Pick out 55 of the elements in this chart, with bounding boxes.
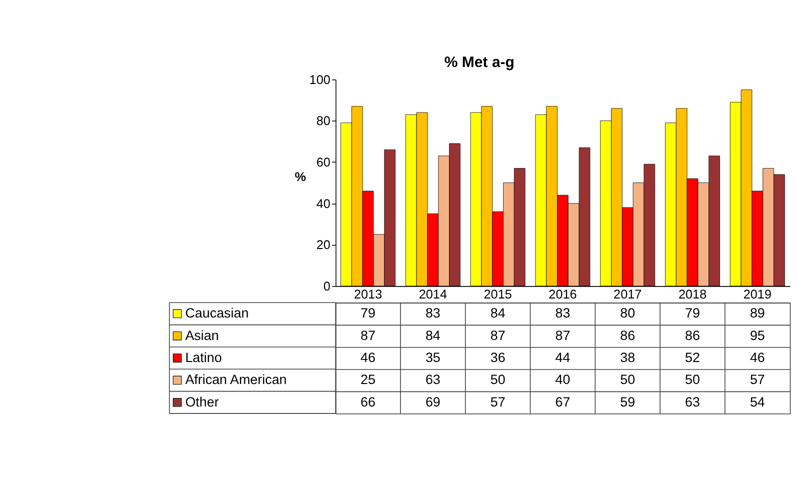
data-label: 84 [425, 328, 441, 343]
data-label: 86 [685, 328, 700, 343]
data-label: 46 [750, 350, 765, 366]
data-label: 79 [360, 306, 376, 321]
data-label: 44 [555, 350, 571, 366]
x-tick-label: 2014 [418, 287, 448, 302]
data-label: 57 [490, 394, 506, 410]
chart-title: % Met a-g [444, 54, 514, 71]
data-label: 59 [620, 394, 636, 410]
data-label: 67 [555, 394, 570, 410]
data-label: 87 [490, 328, 506, 343]
data-label: 86 [620, 328, 636, 343]
data-label: 89 [750, 306, 765, 321]
data-label: 36 [490, 350, 506, 366]
legend-label: Latino [185, 350, 222, 366]
y-tick-label: 0 [323, 279, 330, 294]
x-tick-label: 2018 [678, 287, 707, 302]
y-tick-label: 40 [316, 196, 330, 211]
data-label: 57 [750, 372, 765, 388]
data-label: 40 [555, 372, 570, 388]
data-label: 87 [360, 328, 376, 343]
x-tick-label: 2015 [484, 287, 512, 302]
legend-label: Other [185, 394, 220, 410]
x-tick-label: 2017 [614, 287, 642, 302]
legend-label: Asian [185, 328, 219, 343]
data-label: 66 [360, 394, 376, 410]
data-label: 50 [620, 372, 636, 388]
legend-label: Caucasian [185, 306, 249, 321]
data-label: 84 [490, 306, 506, 321]
x-tick-label: 2016 [548, 287, 577, 302]
data-label: 50 [490, 372, 506, 388]
data-label: 95 [750, 328, 765, 343]
data-label: 87 [555, 328, 570, 343]
data-label: 79 [685, 306, 700, 321]
y-axis-title: % [294, 170, 306, 184]
x-tick-label: 2019 [743, 287, 772, 302]
data-label: 69 [425, 394, 440, 410]
y-tick-label: 80 [316, 114, 330, 128]
data-label: 83 [555, 306, 570, 321]
data-label: 63 [685, 394, 700, 410]
data-label: 52 [685, 350, 700, 366]
data-label: 25 [360, 372, 376, 388]
data-label: 63 [425, 372, 440, 388]
y-tick-label: 20 [316, 238, 330, 252]
data-label: 35 [425, 350, 440, 366]
y-tick-label: 100 [309, 72, 330, 87]
data-label: 46 [360, 350, 376, 366]
legend-label: African American [185, 372, 287, 388]
data-label: 54 [750, 394, 766, 410]
data-label: 38 [620, 350, 636, 366]
y-tick-label: 60 [316, 155, 330, 170]
data-label: 80 [620, 306, 636, 321]
data-label: 83 [425, 306, 440, 321]
data-label: 50 [685, 372, 700, 388]
x-tick-label: 2013 [354, 287, 382, 302]
